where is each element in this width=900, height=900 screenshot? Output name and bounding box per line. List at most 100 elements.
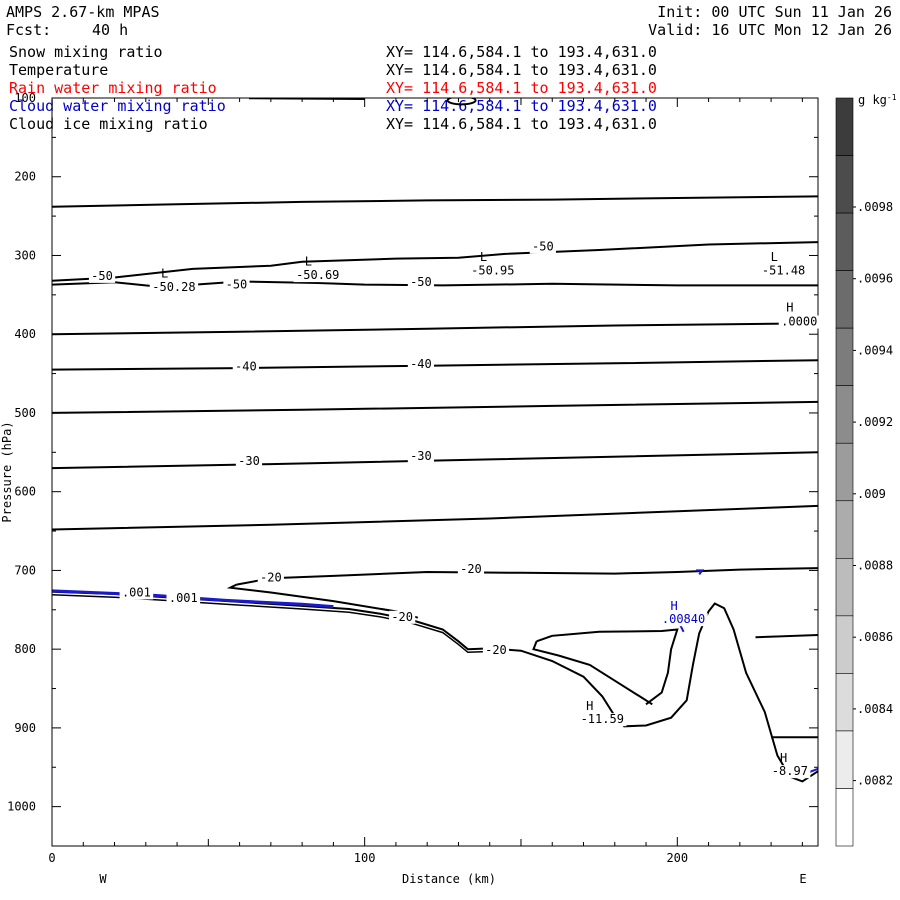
colorbar-unit: g kg-1: [858, 93, 897, 107]
colorbar-tick-label: .0098: [857, 200, 893, 214]
contour-label: L: [305, 255, 312, 269]
contour-label: .00840: [662, 612, 705, 626]
contour-label: -50.28: [152, 280, 195, 294]
plot-frame: 100 200 300 400 500 600 700 800 900 1000 0 100 200: [7, 91, 819, 865]
isotherm-line: [52, 322, 818, 336]
colorbar-swatch: [835, 212, 854, 271]
contour-label: -50: [410, 275, 432, 289]
contour-label: -30: [410, 449, 432, 463]
contour-label-bg: [88, 269, 116, 283]
contour-label-bg: [482, 643, 510, 657]
colorbar-swatch: [835, 442, 854, 502]
contour-label: -20: [260, 570, 282, 584]
plot-area: [52, 98, 818, 783]
colorbar-tick-label: .0092: [857, 415, 893, 429]
contour-label-bg: [769, 765, 811, 779]
contour-label-bg: [293, 269, 342, 283]
colorbar-swatch: [835, 155, 854, 214]
contour-label: -40: [235, 359, 257, 373]
y-tick-label: 1000: [7, 800, 36, 814]
east-label: E: [799, 872, 806, 886]
y-tick-label: 300: [14, 248, 36, 262]
contour-label: -40: [410, 357, 432, 371]
isotherm-line: [52, 451, 818, 470]
colorbar-tick-label: .0094: [857, 343, 893, 357]
field-name: Temperature: [9, 61, 109, 79]
contour-label: -30: [238, 454, 260, 468]
contour-label-bg: [235, 454, 263, 468]
contour-label-bg: [457, 562, 485, 576]
x-tick-label: 0: [48, 851, 55, 865]
contour-label: L: [771, 250, 778, 264]
contour-label: H: [780, 751, 787, 765]
isotherm-line: [52, 280, 818, 289]
contour-label-bg: [389, 610, 416, 624]
contour-label: -50: [226, 278, 248, 292]
forecast-hours: 40 h: [92, 21, 129, 39]
contour-label: -51.48: [762, 263, 805, 277]
contour-label: H: [786, 300, 793, 314]
contour-label-bg: [166, 591, 201, 605]
contour-label-bg: [223, 278, 250, 292]
isotherm-line: [755, 634, 818, 639]
field-xy: XY= 114.6,584.1 to 193.4,631.0: [386, 43, 657, 61]
colorbar-tick-label: .009: [857, 487, 886, 501]
y-tick-label: 900: [14, 721, 36, 735]
y-tick-label: 400: [14, 327, 36, 341]
field-xy: XY= 114.6,584.1 to 193.4,631.0: [386, 115, 657, 133]
contour-label: .0000: [781, 315, 817, 329]
cloud-water-tick: [696, 569, 705, 576]
field-name: Snow mixing ratio: [9, 43, 163, 61]
contour-label: H: [671, 599, 678, 613]
contour-labels: -50 -50 -50 -50 -40 -40 -30 -30 -20 -20 -20 -20 .001…: [88, 240, 820, 779]
isotherm-line: [236, 567, 818, 586]
x-tick-label: 200: [666, 851, 688, 865]
contour-label-bg: [407, 358, 435, 372]
colorbar-tick-label: .0096: [857, 272, 893, 286]
colorbar-swatch: [835, 730, 854, 789]
field-xy: XY= 114.6,584.1 to 193.4,631.0: [386, 61, 657, 79]
contour-label-bg: [468, 264, 518, 278]
model-title: AMPS 2.67-km MPAS: [6, 3, 160, 21]
colorbar-swatch: [835, 385, 854, 444]
contour-label-bg: [149, 280, 199, 294]
contour-label-bg: [578, 713, 627, 727]
contour-label-bg: [759, 264, 808, 278]
valid-time: Valid: 16 UTC Mon 12 Jan 26: [648, 21, 892, 39]
contour-label-bg: [407, 450, 435, 464]
contour-label: H: [586, 699, 593, 713]
field-name: Rain water mixing ratio: [9, 79, 217, 97]
contour-label-bg: [257, 571, 284, 585]
contour-label: .001: [169, 591, 198, 605]
contour-label: -50.69: [296, 268, 339, 282]
contour-label: -20: [485, 643, 507, 657]
plot-border: [51, 97, 819, 847]
colorbar-swatch: [835, 500, 854, 559]
contour-label: -20: [460, 562, 482, 576]
y-tick-label: 700: [14, 563, 36, 577]
colorbar-swatch: [835, 97, 854, 156]
contour-lines: [52, 98, 818, 783]
y-axis-label: Pressure (hPa): [0, 421, 14, 522]
colorbar-tick-label: .0082: [857, 774, 893, 788]
west-label: W: [99, 872, 107, 886]
colorbar-swatch: [835, 270, 854, 329]
field-xy: XY= 114.6,584.1 to 193.4,631.0: [386, 79, 657, 97]
contour-label: -8.97: [772, 764, 808, 778]
contour-label: L: [161, 267, 168, 281]
isotherm-line: [532, 640, 653, 706]
isotherm-line: [52, 504, 818, 531]
contour-label-bg: [119, 586, 154, 600]
y-tick-label: 600: [14, 485, 36, 499]
contour-label: -50: [91, 269, 113, 283]
isotherm-line: [52, 359, 818, 371]
contour-label: -20: [391, 610, 413, 624]
isotherm-line: [52, 400, 818, 414]
contour-label: -50.95: [471, 263, 514, 277]
colorbar-tick-label: .0084: [857, 702, 893, 716]
isotherm-line: [52, 195, 818, 208]
contour-label: -11.59: [581, 712, 624, 726]
colorbar-swatch: [835, 327, 854, 386]
x-tick-label: 100: [354, 851, 376, 865]
